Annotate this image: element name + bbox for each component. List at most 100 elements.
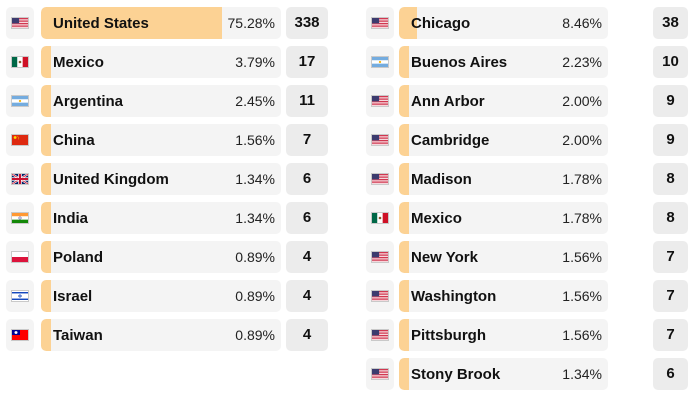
city-count: 9 [653, 124, 688, 156]
us-flag-icon [371, 173, 389, 185]
country-bar: United States 75.28% [41, 7, 281, 39]
country-share-fill [41, 163, 51, 195]
country-bar: United Kingdom 1.34% [41, 163, 281, 195]
city-bar: Mexico 1.78% [399, 202, 608, 234]
city-bar: Chicago 8.46% [399, 7, 608, 39]
country-share-fill [41, 241, 51, 273]
country-name: United States [53, 15, 149, 32]
city-count: 10 [653, 46, 688, 78]
argentina-flag-icon [11, 95, 29, 107]
country-percent: 0.89% [235, 288, 275, 304]
city-share-fill [399, 46, 409, 78]
india-flag-icon [11, 212, 29, 224]
city-share-fill [399, 202, 409, 234]
country-count: 7 [286, 124, 328, 156]
city-bar: Buenos Aires 2.23% [399, 46, 608, 78]
uk-flag-icon [11, 173, 29, 185]
country-count: 17 [286, 46, 328, 78]
country-percent: 0.89% [235, 249, 275, 265]
country-bar: Israel 0.89% [41, 280, 281, 312]
taiwan-flag-icon [11, 329, 29, 341]
city-count: 9 [653, 85, 688, 117]
city-share-fill [399, 280, 409, 312]
city-percent: 1.34% [562, 366, 602, 382]
country-percent: 0.89% [235, 327, 275, 343]
city-bar: Ann Arbor 2.00% [399, 85, 608, 117]
poland-flag-icon [11, 251, 29, 263]
us-flag-icon [371, 251, 389, 263]
us-flag-icon [371, 95, 389, 107]
city-count: 8 [653, 163, 688, 195]
country-bar: China 1.56% [41, 124, 281, 156]
country-share-fill [41, 202, 51, 234]
us-flag-icon [371, 290, 389, 302]
city-count: 8 [653, 202, 688, 234]
country-name: India [53, 210, 89, 227]
us-flag-icon [11, 17, 29, 29]
city-percent: 8.46% [562, 15, 602, 31]
us-flag-icon [371, 368, 389, 380]
country-percent: 1.34% [235, 171, 275, 187]
country-bar: India 1.34% [41, 202, 281, 234]
city-percent: 2.00% [562, 132, 602, 148]
country-name: Taiwan [53, 327, 103, 344]
city-share-fill [399, 163, 409, 195]
city-count: 7 [653, 280, 688, 312]
city-percent: 1.78% [562, 171, 602, 187]
mexico-flag-icon [371, 212, 389, 224]
city-name: Chicago [411, 15, 471, 32]
city-percent: 1.78% [562, 210, 602, 226]
city-percent: 1.56% [562, 327, 602, 343]
country-count: 4 [286, 319, 328, 351]
country-percent: 1.34% [235, 210, 275, 226]
country-percent: 2.45% [235, 93, 275, 109]
city-name: Cambridge [411, 132, 490, 149]
city-share-fill [399, 7, 417, 39]
city-name: New York [411, 249, 478, 266]
city-name: Madison [411, 171, 472, 188]
city-bar: Cambridge 2.00% [399, 124, 608, 156]
country-count: 6 [286, 163, 328, 195]
china-flag-icon [11, 134, 29, 146]
country-name: Israel [53, 288, 93, 305]
city-share-fill [399, 319, 409, 351]
city-percent: 2.23% [562, 54, 602, 70]
argentina-flag-icon [371, 56, 389, 68]
country-percent: 1.56% [235, 132, 275, 148]
city-percent: 2.00% [562, 93, 602, 109]
city-share-fill [399, 85, 409, 117]
city-name: Buenos Aires [411, 54, 508, 71]
israel-flag-icon [11, 290, 29, 302]
country-name: Mexico [53, 54, 104, 71]
city-name: Stony Brook [411, 366, 501, 383]
city-count: 7 [653, 319, 688, 351]
country-name: China [53, 132, 95, 149]
city-share-fill [399, 358, 409, 390]
city-bar: Washington 1.56% [399, 280, 608, 312]
country-count: 338 [286, 7, 328, 39]
country-share-fill [41, 7, 222, 39]
city-share-fill [399, 124, 409, 156]
country-bar: Argentina 2.45% [41, 85, 281, 117]
city-bar: Pittsburgh 1.56% [399, 319, 608, 351]
country-bar: Mexico 3.79% [41, 46, 281, 78]
city-percent: 1.56% [562, 249, 602, 265]
us-flag-icon [371, 17, 389, 29]
country-share-fill [41, 46, 51, 78]
city-count: 7 [653, 241, 688, 273]
country-name: Poland [53, 249, 104, 266]
city-name: Washington [411, 288, 497, 305]
country-share-fill [41, 280, 51, 312]
country-bar: Taiwan 0.89% [41, 319, 281, 351]
us-flag-icon [371, 329, 389, 341]
city-name: Mexico [411, 210, 462, 227]
city-name: Pittsburgh [411, 327, 486, 344]
country-bar: Poland 0.89% [41, 241, 281, 273]
country-count: 11 [286, 85, 328, 117]
country-percent: 75.28% [227, 15, 275, 31]
country-count: 4 [286, 280, 328, 312]
country-percent: 3.79% [235, 54, 275, 70]
city-name: Ann Arbor [411, 93, 485, 110]
city-count: 38 [653, 7, 688, 39]
city-bar: New York 1.56% [399, 241, 608, 273]
